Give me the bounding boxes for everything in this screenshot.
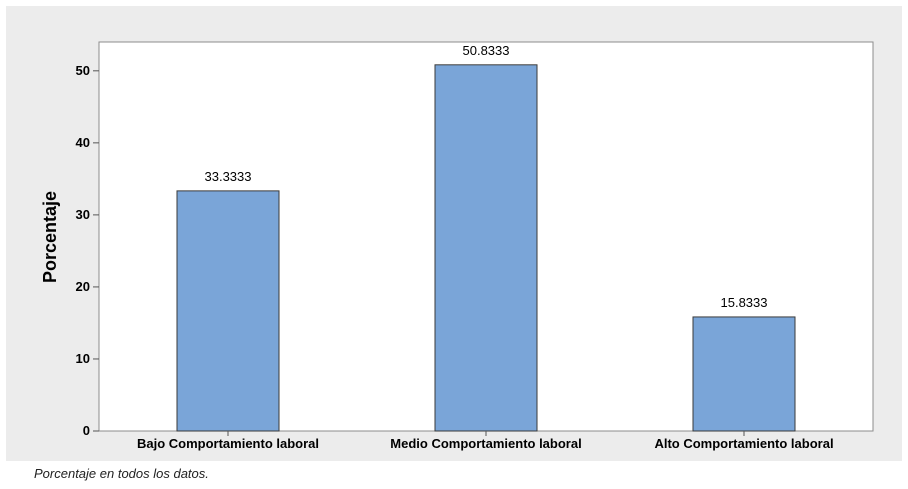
y-tick-label: 20 — [76, 279, 90, 294]
y-tick-label: 0 — [83, 423, 90, 438]
bar — [176, 190, 280, 432]
bar-data-label: 15.8333 — [721, 295, 768, 310]
bar-data-label: 50.8333 — [463, 43, 510, 58]
y-axis: 0 10 20 30 40 50 — [76, 63, 99, 438]
y-tick-label: 50 — [76, 63, 90, 78]
figure-caption: Porcentaje en todos los datos. — [34, 466, 209, 481]
x-category-label: Medio Comportamiento laboral — [390, 436, 581, 451]
y-tick-label: 30 — [76, 207, 90, 222]
data-labels: 33.3333 50.8333 15.8333 — [205, 43, 768, 310]
x-axis: Bajo Comportamiento laboral Medio Comport… — [137, 431, 834, 451]
bars — [176, 64, 796, 432]
y-axis-title: Porcentaje — [40, 191, 60, 283]
y-tick-label: 10 — [76, 351, 90, 366]
bar — [692, 316, 796, 432]
x-category-label: Alto Comportamiento laboral — [654, 436, 833, 451]
bar — [434, 64, 538, 432]
x-category-label: Bajo Comportamiento laboral — [137, 436, 319, 451]
bar-data-label: 33.3333 — [205, 169, 252, 184]
y-tick-label: 40 — [76, 135, 90, 150]
